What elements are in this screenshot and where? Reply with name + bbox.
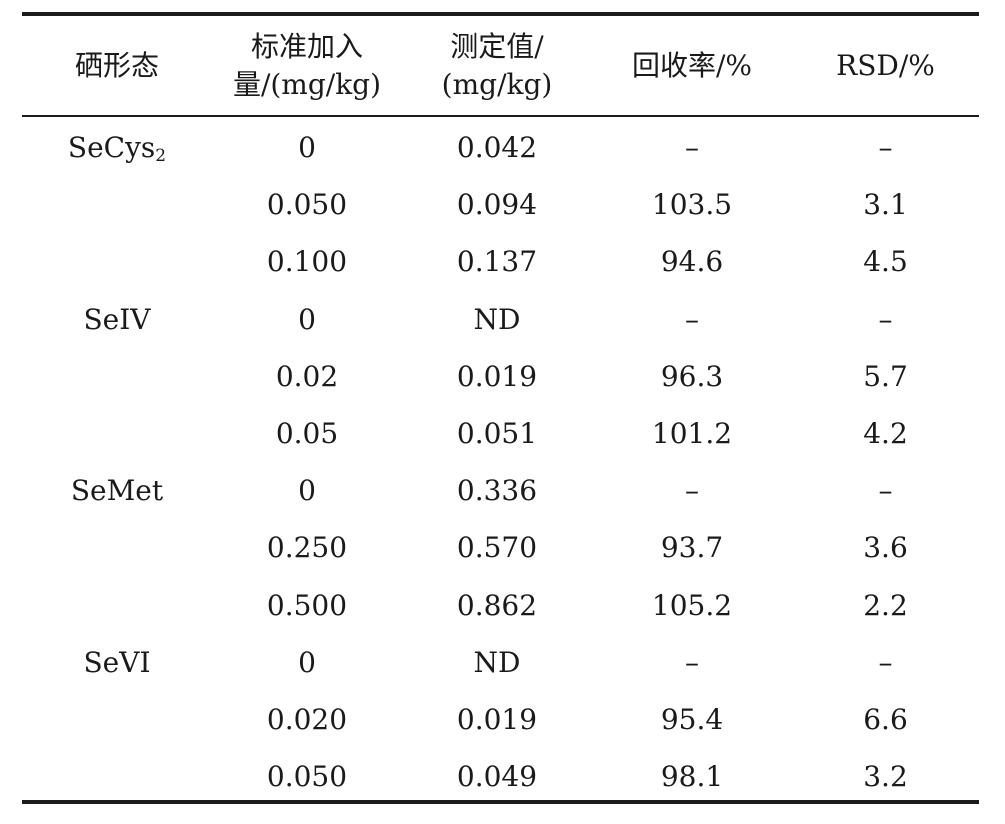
rsd-cell: 2.2 [863, 588, 908, 622]
recovery-cell: 98.1 [660, 760, 724, 794]
rsd-cell: 5.7 [863, 359, 908, 393]
added-cell: 0 [298, 645, 316, 679]
rsd-cell: 4.5 [863, 245, 908, 279]
measured-cell: 0.019 [456, 359, 538, 393]
measured-cell: 0.049 [456, 760, 538, 794]
header-standard-added: 标准加入 量/(mg/kg) [212, 16, 402, 115]
added-cell: 0.250 [266, 531, 348, 565]
table-row: 0.500 0.862 105.2 2.2 [22, 577, 979, 634]
table-body: SeCys2 0 0.042 – – 0.050 0.094 103.5 3.1… [22, 119, 979, 805]
recovery-cell: 96.3 [660, 359, 724, 393]
table-row: 0.050 0.049 98.1 3.2 [22, 748, 979, 805]
species-subscript: 2 [155, 146, 167, 166]
table-row: 0.020 0.019 95.4 6.6 [22, 691, 979, 748]
table-header: 硒形态 标准加入 量/(mg/kg) 测定值/ (mg/kg) 回收率/% RS… [22, 16, 979, 115]
added-cell: 0.100 [266, 245, 348, 279]
recovery-cell: 93.7 [660, 531, 724, 565]
recovery-cell: – [685, 645, 699, 679]
added-cell: 0.050 [266, 760, 348, 794]
header-line: 量/(mg/kg) [232, 67, 382, 101]
table-row: 0.050 0.094 103.5 3.1 [22, 176, 979, 233]
species-cell: SeMet [70, 474, 164, 508]
recovery-cell: 101.2 [651, 416, 733, 450]
added-cell: 0 [298, 474, 316, 508]
added-cell: 0.020 [266, 702, 348, 736]
recovery-cell: 94.6 [660, 245, 724, 279]
species-cell [22, 176, 212, 233]
added-cell: 0.05 [275, 416, 339, 450]
species-cell [22, 691, 212, 748]
measured-cell: 0.570 [456, 531, 538, 565]
rsd-cell: 3.1 [863, 188, 908, 222]
species-cell [22, 233, 212, 290]
recovery-cell: 103.5 [651, 188, 733, 222]
added-cell: 0.500 [266, 588, 348, 622]
rsd-cell: – [878, 302, 893, 336]
table-row: SeMet 0 0.336 – – [22, 462, 979, 519]
header-line: 测定值/ [450, 29, 544, 63]
species-cell [22, 348, 212, 405]
measured-cell: 0.019 [456, 702, 538, 736]
header-selenium-species: 硒形态 [22, 16, 212, 115]
recovery-cell: – [685, 474, 699, 508]
table-row: 0.100 0.137 94.6 4.5 [22, 233, 979, 290]
header-line: (mg/kg) [441, 67, 553, 101]
measured-cell: ND [473, 302, 521, 336]
rsd-cell: – [878, 131, 893, 164]
rsd-cell: 3.2 [863, 760, 908, 794]
species-cell: SeVI [83, 645, 151, 679]
header-line: RSD/% [836, 48, 935, 82]
rsd-cell: 3.6 [863, 531, 908, 565]
recovery-cell: 105.2 [651, 588, 733, 622]
species-name: SeCys [67, 131, 156, 164]
rsd-cell: 4.2 [863, 416, 908, 450]
header-line: 硒形态 [74, 48, 159, 82]
measured-cell: 0.051 [456, 416, 538, 450]
table-header-rule [22, 115, 979, 117]
species-cell: SeIV [83, 302, 151, 336]
species-cell [22, 748, 212, 805]
rsd-cell: 6.6 [863, 702, 908, 736]
added-cell: 0 [298, 131, 316, 164]
added-cell: 0 [298, 302, 316, 336]
header-line: 回收率/% [631, 48, 753, 82]
table-row: SeCys2 0 0.042 – – [22, 119, 979, 176]
table-row: 0.05 0.051 101.2 4.2 [22, 405, 979, 462]
measured-cell: 0.094 [456, 188, 538, 222]
header-line: 标准加入 [250, 29, 363, 63]
added-cell: 0.050 [266, 188, 348, 222]
measured-cell: ND [473, 645, 521, 679]
rsd-cell: – [878, 474, 893, 508]
recovery-cell: – [685, 131, 699, 164]
added-cell: 0.02 [275, 359, 339, 393]
species-cell: SeCys2 [22, 119, 212, 176]
table-top-rule [22, 12, 979, 16]
table-bottom-rule [22, 800, 979, 804]
table-row: 0.250 0.570 93.7 3.6 [22, 519, 979, 576]
recovery-cell: 95.4 [660, 702, 724, 736]
species-cell [22, 577, 212, 634]
header-recovery: 回收率/% [592, 16, 792, 115]
table-row: SeIV 0 ND – – [22, 291, 979, 348]
species-cell [22, 519, 212, 576]
table-row: SeVI 0 ND – – [22, 634, 979, 691]
rsd-cell: – [878, 645, 893, 679]
table-row: 0.02 0.019 96.3 5.7 [22, 348, 979, 405]
measured-cell: 0.862 [456, 588, 538, 622]
measured-cell: 0.137 [456, 245, 538, 279]
header-measured-value: 测定值/ (mg/kg) [402, 16, 592, 115]
measured-cell: 0.042 [456, 131, 538, 164]
recovery-cell: – [685, 302, 699, 336]
measured-cell: 0.336 [456, 474, 538, 508]
species-cell [22, 405, 212, 462]
header-rsd: RSD/% [792, 16, 979, 115]
